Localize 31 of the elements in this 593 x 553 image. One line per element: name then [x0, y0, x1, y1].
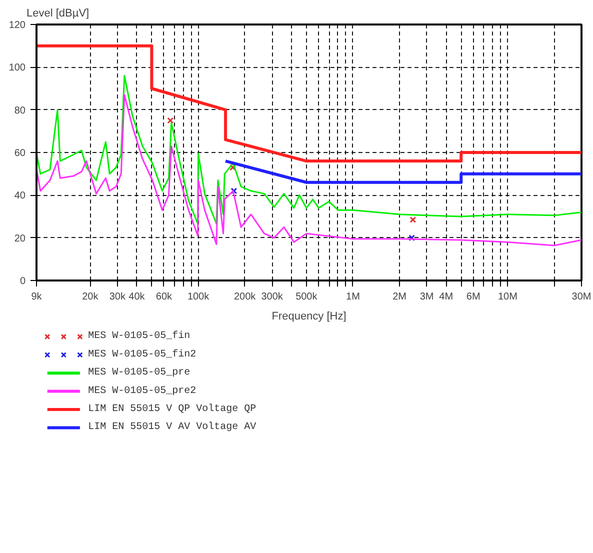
x-tick-label: 100k [187, 292, 210, 302]
x-tick-label: 9k [31, 292, 43, 302]
x-tick-label: 40k [128, 292, 146, 302]
x-tick-label: 20k [82, 292, 100, 302]
x-tick-label: 6M [466, 292, 480, 302]
y-tick-label: 40 [14, 190, 26, 202]
x-axis-title: Frequency [Hz] [272, 310, 346, 322]
legend-label: MES W-0105-05_fin [88, 330, 190, 342]
y-tick-label: 60 [14, 148, 26, 159]
y-tick-label: 100 [8, 62, 26, 74]
legend-label: LIM EN 55015 V AV Voltage AV [88, 421, 256, 434]
y-tick-label: 80 [14, 105, 26, 116]
y-tick-label: 120 [8, 20, 26, 31]
x-tick-label: 4M [439, 292, 454, 302]
x-tick-label: 10M [498, 292, 518, 302]
x-tick-label: 3M [420, 292, 434, 302]
legend-label: MES W-0105-05_pre2 [88, 386, 196, 397]
x-tick-label: 200k [234, 292, 257, 302]
y-tick-label: 0 [20, 276, 26, 287]
y-axis-title: Level [dBµV] [26, 8, 90, 20]
y-tick-label: 20 [14, 233, 26, 244]
x-tick-label: 30M [572, 292, 592, 302]
x-tick-label: 2M [392, 292, 407, 302]
x-tick-label: 1M [346, 292, 360, 302]
x-tick-label: 60k [156, 292, 174, 302]
x-tick-label: 500k [296, 292, 318, 302]
x-tick-label: 300k [261, 292, 284, 302]
legend-label: LIM EN 55015 V QP Voltage QP [88, 403, 256, 415]
legend-label: MES W-0105-05_fin2 [88, 348, 196, 360]
x-tick-label: 30k [109, 292, 126, 302]
legend-label: MES W-0105-05_pre [88, 368, 190, 379]
